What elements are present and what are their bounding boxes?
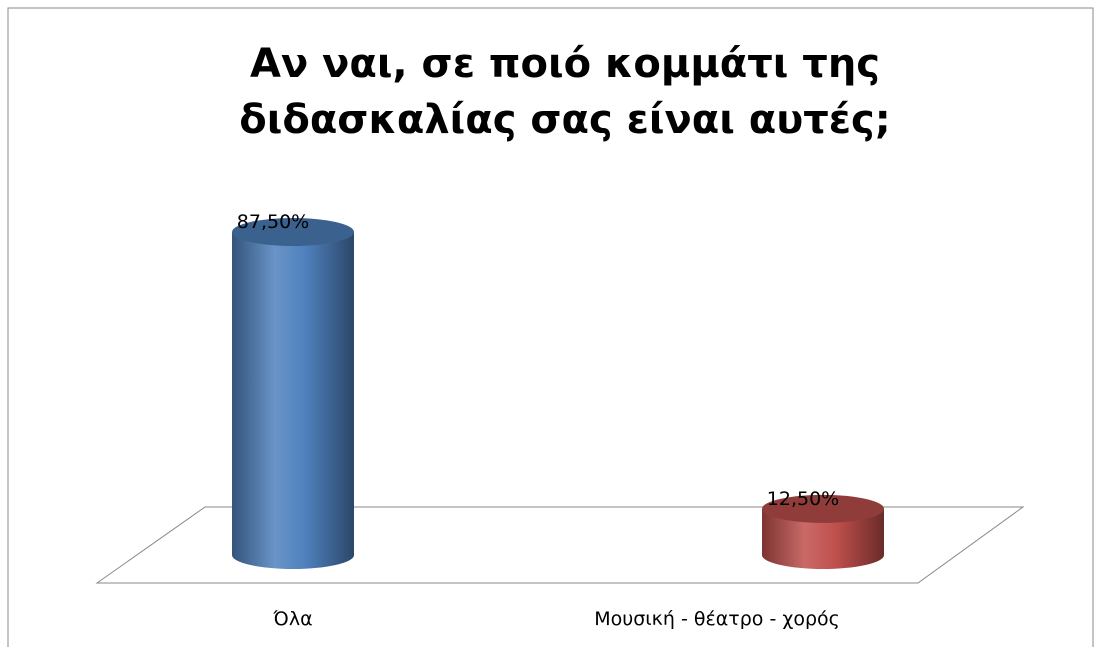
bar-top	[232, 218, 354, 246]
data-label: 87,50%	[237, 211, 309, 233]
bar	[762, 508, 884, 569]
chart-title: Αν ναι, σε ποιό κομμάτι της διδασκαλίας …	[239, 41, 891, 143]
x-tick-label: Όλα	[272, 608, 312, 630]
x-tick-label: Μουσική - θέατρο - χορός	[594, 608, 840, 630]
chart-frame	[7, 7, 1094, 647]
data-label: 12,50%	[767, 488, 839, 510]
bar	[232, 232, 354, 569]
bar-top	[762, 494, 884, 523]
